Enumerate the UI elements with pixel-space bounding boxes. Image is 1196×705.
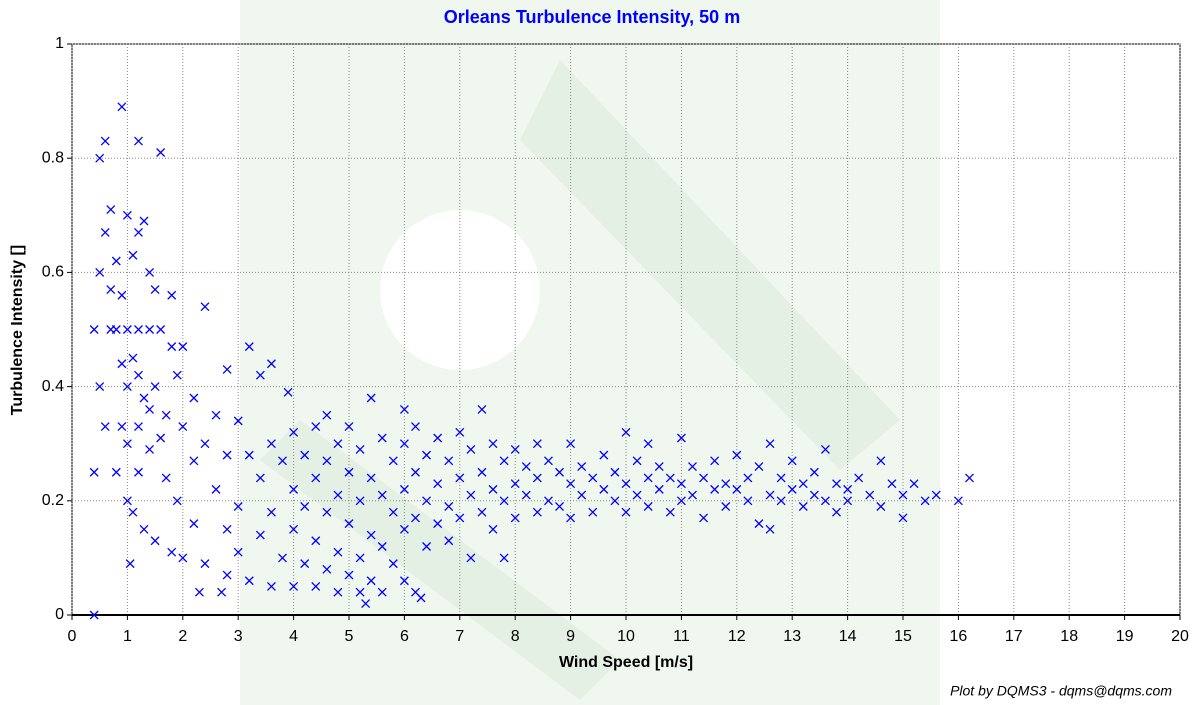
x-tick-label: 5 <box>345 628 354 645</box>
x-tick-label: 15 <box>894 628 912 645</box>
point <box>134 326 142 334</box>
y-tick-label: 0.4 <box>42 378 64 395</box>
x-tick-label: 2 <box>178 628 187 645</box>
point <box>168 343 176 351</box>
point <box>157 148 165 156</box>
point <box>118 103 126 111</box>
y-tick-label: 1 <box>55 35 64 52</box>
point <box>134 137 142 145</box>
x-tick-label: 6 <box>400 628 409 645</box>
y-axis-label: Turbulence Intensity [] <box>9 245 26 415</box>
point <box>107 286 115 294</box>
point <box>90 326 98 334</box>
point <box>162 474 170 482</box>
point <box>179 343 187 351</box>
x-tick-label: 19 <box>1116 628 1134 645</box>
x-tick-label: 18 <box>1060 628 1078 645</box>
y-tick-label: 0.2 <box>42 492 64 509</box>
point <box>107 206 115 214</box>
point <box>190 394 198 402</box>
x-tick-label: 17 <box>1005 628 1023 645</box>
point <box>201 560 209 568</box>
point <box>201 303 209 311</box>
point <box>118 291 126 299</box>
x-tick-label: 11 <box>673 628 690 645</box>
point <box>223 365 231 373</box>
x-tick-label: 4 <box>289 628 298 645</box>
point <box>129 354 137 362</box>
point <box>151 383 159 391</box>
x-axis-label: Wind Speed [m/s] <box>559 654 693 671</box>
point <box>168 548 176 556</box>
point <box>146 268 154 276</box>
point <box>134 468 142 476</box>
point <box>146 326 154 334</box>
x-tick-label: 16 <box>950 628 968 645</box>
point <box>190 457 198 465</box>
x-tick-label: 3 <box>234 628 243 645</box>
chart: Orleans Turbulence Intensity, 50 m Wind … <box>0 0 1196 705</box>
point <box>140 217 148 225</box>
point <box>140 394 148 402</box>
x-tick-label: 7 <box>455 628 464 645</box>
point <box>129 508 137 516</box>
point <box>90 468 98 476</box>
point <box>173 371 181 379</box>
point <box>965 474 973 482</box>
point <box>118 360 126 368</box>
point <box>195 588 203 596</box>
point <box>157 326 165 334</box>
x-tick-label: 13 <box>783 628 801 645</box>
point <box>223 525 231 533</box>
y-tick-label: 0.8 <box>42 149 64 166</box>
footer: Plot by DQMS3 - dqms@dqms.com <box>950 683 1172 699</box>
point <box>223 571 231 579</box>
x-tick-label: 8 <box>511 628 520 645</box>
point <box>162 411 170 419</box>
point <box>212 485 220 493</box>
point <box>151 537 159 545</box>
chart-title: Orleans Turbulence Intensity, 50 m <box>444 7 740 27</box>
point <box>112 326 120 334</box>
point <box>146 445 154 453</box>
point <box>134 371 142 379</box>
point <box>101 137 109 145</box>
point <box>151 286 159 294</box>
point <box>129 251 137 259</box>
point <box>201 440 209 448</box>
watermark <box>240 0 940 705</box>
point <box>146 405 154 413</box>
x-tick-label: 14 <box>839 628 857 645</box>
point <box>190 520 198 528</box>
point <box>101 423 109 431</box>
point <box>212 411 220 419</box>
y-tick-label: 0 <box>55 606 64 623</box>
x-tick-label: 20 <box>1171 628 1189 645</box>
x-tick-label: 9 <box>566 628 575 645</box>
point <box>112 257 120 265</box>
x-tick-label: 1 <box>123 628 132 645</box>
point <box>118 423 126 431</box>
point <box>223 451 231 459</box>
x-tick-label: 12 <box>728 628 746 645</box>
point <box>179 423 187 431</box>
point <box>112 468 120 476</box>
y-tick-label: 0.6 <box>42 264 64 281</box>
point <box>134 228 142 236</box>
point <box>157 434 165 442</box>
point <box>168 291 176 299</box>
x-tick-label: 10 <box>617 628 635 645</box>
point <box>101 228 109 236</box>
point <box>140 525 148 533</box>
point <box>134 423 142 431</box>
point <box>218 588 226 596</box>
x-tick-label: 0 <box>68 628 77 645</box>
